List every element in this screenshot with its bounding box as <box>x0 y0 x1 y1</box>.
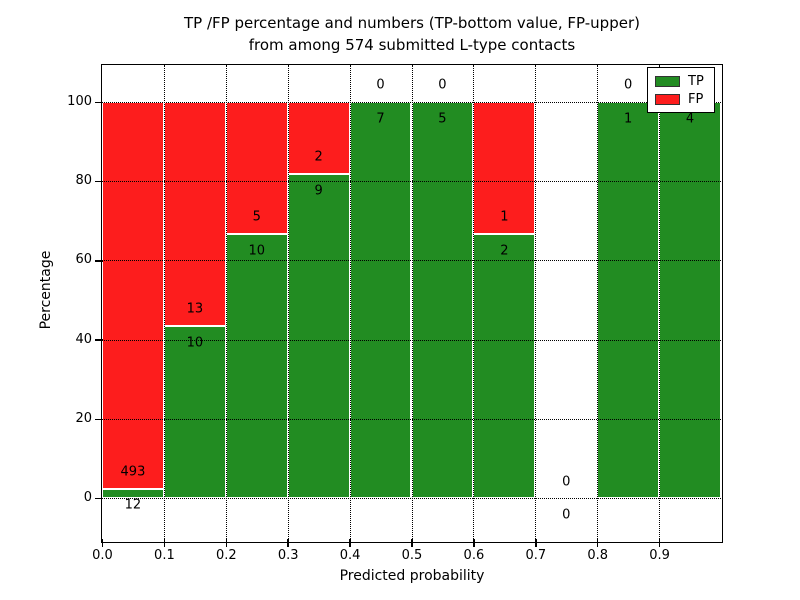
y-tick-label: 80 <box>75 173 92 189</box>
x-tick-label: 0.5 <box>401 548 423 563</box>
bar-count-label-tp: 7 <box>376 111 385 126</box>
x-tick-label: 0.7 <box>525 548 547 563</box>
bar-segment-tp <box>473 233 536 499</box>
y-tick-label: 20 <box>75 410 92 426</box>
legend-item-tp: TP <box>655 74 707 88</box>
bar-count-label-tp: 10 <box>186 335 204 351</box>
x-tick <box>473 539 475 547</box>
bar-count-label-tp: 5 <box>438 111 447 126</box>
x-tick <box>658 539 661 547</box>
bar-count-label-tp: 10 <box>248 243 266 259</box>
y-tick-label: 0 <box>83 490 92 506</box>
bar-count-label-fp: 13 <box>186 301 204 317</box>
gridline-vertical <box>411 65 413 541</box>
x-tick <box>101 539 104 547</box>
bar-count-label-tp: 0 <box>562 507 571 523</box>
x-tick-label: 0.2 <box>215 548 237 563</box>
x-tick <box>349 539 351 547</box>
x-tick <box>287 539 289 547</box>
x-tick-label: 0.1 <box>154 548 175 563</box>
gridline-vertical <box>473 65 475 541</box>
chart-title: TP /FP percentage and numbers (TP-bottom… <box>101 12 723 56</box>
x-tick <box>411 539 413 547</box>
x-tick <box>225 539 228 547</box>
bar-segment-fp <box>163 101 226 326</box>
gridline-vertical <box>597 65 599 541</box>
gridline-vertical <box>349 65 351 541</box>
gridline-vertical <box>535 65 537 541</box>
legend-label-fp: FP <box>688 91 704 107</box>
x-tick-label: 0.4 <box>339 548 361 563</box>
bar-segment-tp <box>163 325 226 499</box>
y-tick <box>95 418 103 421</box>
bar-segment-tp <box>659 101 721 499</box>
gridline-vertical <box>163 65 165 541</box>
legend-swatch-fp-icon <box>655 93 680 105</box>
bar-segment-tp <box>349 101 412 499</box>
bar-count-label-fp: 1 <box>500 209 509 225</box>
bar-count-label-tp: 12 <box>124 497 142 513</box>
legend-label-tp: TP <box>688 73 704 89</box>
gridline-vertical <box>225 65 227 541</box>
x-tick-label: 0.9 <box>649 548 670 563</box>
bar-count-label-fp: 2 <box>314 149 323 165</box>
bar-count-label-fp: 5 <box>252 209 261 225</box>
x-tick-label: 0.8 <box>587 548 609 563</box>
bar-count-label-tp: 4 <box>685 111 695 126</box>
y-tick <box>95 180 103 183</box>
y-tick-label: 100 <box>67 93 92 109</box>
bar-segment-tp <box>411 101 474 499</box>
x-tick-label: 0.3 <box>277 548 299 563</box>
plot-inner: 49312131051029070512000104 <box>102 65 721 541</box>
gridline-vertical <box>659 65 661 541</box>
x-tick <box>163 539 166 547</box>
plot-area: 49312131051029070512000104 <box>101 64 723 543</box>
x-tick-label: 0.6 <box>463 548 485 563</box>
x-tick-label: 0.0 <box>92 548 113 563</box>
bar-count-label-tp: 1 <box>624 111 633 126</box>
legend-item-fp: FP <box>655 92 707 106</box>
x-tick <box>596 539 599 547</box>
y-tick <box>95 260 103 262</box>
y-tick <box>95 339 103 341</box>
bar-segment-tp <box>287 173 350 499</box>
legend-swatch-tp-icon <box>655 75 680 87</box>
bar-count-label-fp: 0 <box>376 77 385 93</box>
bar-count-label-fp: 493 <box>120 464 146 480</box>
legend: TP FP <box>647 67 715 113</box>
bar-count-label-tp: 2 <box>500 243 509 259</box>
y-tick-label: 60 <box>75 252 92 268</box>
bar-count-label-tp: 9 <box>314 183 323 199</box>
x-axis-label: Predicted probability <box>339 568 485 584</box>
y-tick <box>95 101 103 104</box>
chart-title-line1: TP /FP percentage and numbers (TP-bottom… <box>184 14 640 32</box>
bar-segment-fp <box>102 101 164 489</box>
bar-segment-fp <box>287 101 350 174</box>
y-axis-label: Percentage <box>38 250 54 330</box>
bar-count-label-fp: 0 <box>562 474 571 490</box>
bar-count-label-fp: 0 <box>624 77 633 93</box>
bar-count-label-fp: 0 <box>438 77 447 93</box>
bar-segment-tp <box>225 233 288 499</box>
y-tick-label: 40 <box>75 331 92 347</box>
gridline-vertical <box>287 65 289 541</box>
y-tick <box>95 497 103 500</box>
x-tick <box>535 539 537 547</box>
bar-segment-tp <box>102 488 164 499</box>
bar-segment-tp <box>597 101 660 499</box>
chart-title-line2: from among 574 submitted L-type contacts <box>248 36 576 54</box>
